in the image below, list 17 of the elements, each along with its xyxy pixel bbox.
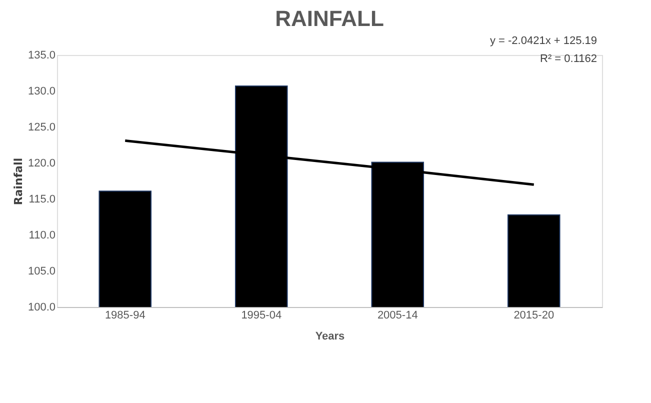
x-tick-label: 2005-14: [377, 310, 418, 322]
y-tick-label: 115.0: [28, 194, 56, 206]
annotation: R² = 0.1162: [540, 53, 597, 65]
text: y = -2.0421x + 125.19: [490, 35, 597, 47]
y-tick-label: 120.0: [28, 158, 56, 170]
y-tick-label: 105.0: [28, 266, 56, 278]
y-tick-label: 125.0: [28, 122, 56, 134]
x-tick-label: 2015-20: [514, 310, 554, 322]
x-axis-title: Years: [315, 330, 345, 342]
y-tick-label: 110.0: [28, 230, 56, 242]
y-tick-label: 100.0: [28, 302, 56, 314]
chart-title: RAINFALL: [275, 6, 384, 31]
y-tick-label: 130.0: [28, 86, 56, 98]
x-tick-label: 1995-04: [241, 310, 282, 322]
x-tick-label: 1985-94: [104, 310, 146, 322]
y-tick-label: 135.0: [28, 50, 56, 62]
y-axis-title: Rainfall: [12, 158, 25, 206]
